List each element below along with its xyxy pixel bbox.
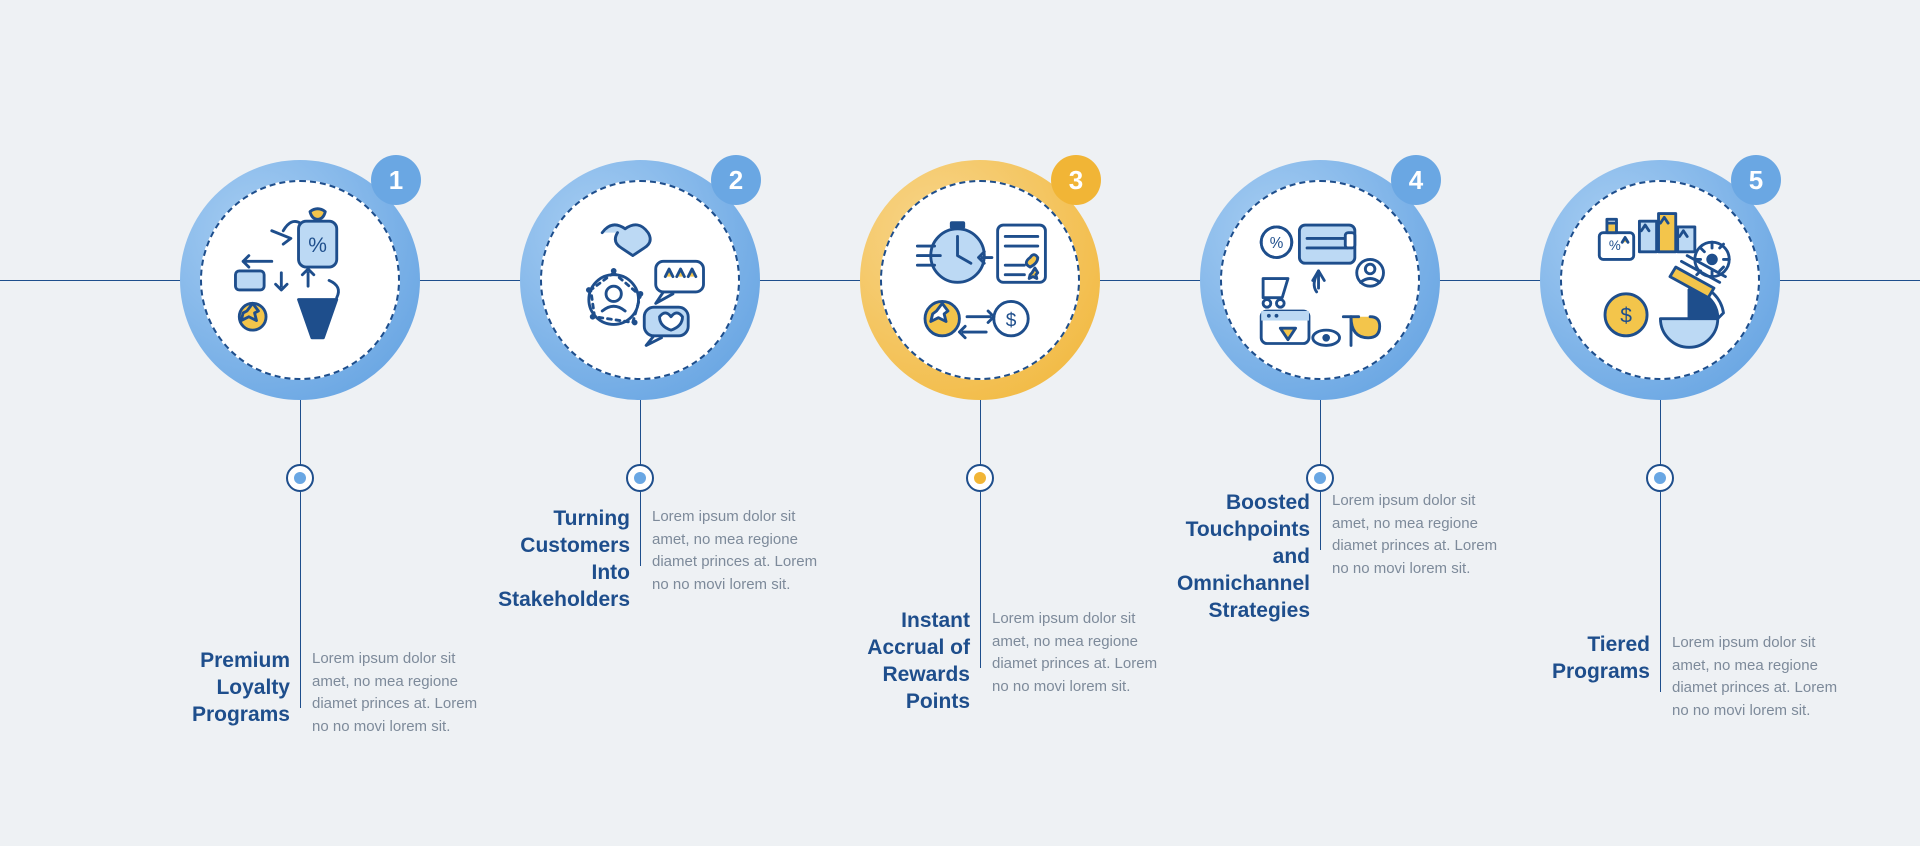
step-title-1: Premium Loyalty Programs — [140, 648, 290, 738]
step-body-4: Lorem ipsum dolor sit amet, no mea regio… — [1332, 490, 1500, 624]
connector-dot-1 — [286, 464, 314, 492]
step-text-4: Boosted Touchpoints and Omnichannel Stra… — [1160, 490, 1500, 624]
svg-text:%: % — [308, 233, 327, 256]
step-text-1: Premium Loyalty ProgramsLorem ipsum dolo… — [140, 648, 480, 738]
svg-text:%: % — [1269, 235, 1283, 252]
step-inner-1: % — [200, 180, 400, 380]
connector-dot-3 — [966, 464, 994, 492]
step-title-3: Instant Accrual of Rewards Points — [820, 608, 970, 716]
connector-dot-4 — [1306, 464, 1334, 492]
step-body-1: Lorem ipsum dolor sit amet, no mea regio… — [312, 648, 480, 738]
connector-dot-2 — [626, 464, 654, 492]
step-inner-5: % $ — [1560, 180, 1760, 380]
svg-text:$: $ — [1620, 304, 1632, 327]
step-body-2: Lorem ipsum dolor sit amet, no mea regio… — [652, 506, 820, 614]
step-text-2: Turning Customers Into StakeholdersLorem… — [480, 506, 820, 614]
step-title-4: Boosted Touchpoints and Omnichannel Stra… — [1160, 490, 1310, 624]
step-text-5: Tiered ProgramsLorem ipsum dolor sit ame… — [1500, 632, 1840, 722]
stakeholders-icon — [564, 204, 717, 357]
connector-dot-5 — [1646, 464, 1674, 492]
connector-dot-inner-5 — [1654, 472, 1666, 484]
step-inner-3: $ — [880, 180, 1080, 380]
step-inner-4: % — [1220, 180, 1420, 380]
step-body-3: Lorem ipsum dolor sit amet, no mea regio… — [992, 608, 1160, 716]
rewards-icon: $ — [904, 204, 1057, 357]
step-number-badge-1: 1 — [371, 155, 421, 205]
svg-text:$: $ — [1005, 310, 1016, 331]
tiered-icon: % $ — [1584, 204, 1737, 357]
omnichannel-icon: % — [1244, 204, 1397, 357]
connector-dot-inner-4 — [1314, 472, 1326, 484]
step-text-3: Instant Accrual of Rewards PointsLorem i… — [820, 608, 1160, 716]
step-number-badge-2: 2 — [711, 155, 761, 205]
connector-dot-inner-2 — [634, 472, 646, 484]
step-body-5: Lorem ipsum dolor sit amet, no mea regio… — [1672, 632, 1840, 722]
loyalty-icon: % — [224, 204, 377, 357]
infographic-root: % 1Premium Loyalty ProgramsLorem ipsum d… — [0, 0, 1920, 846]
connector-dot-inner-1 — [294, 472, 306, 484]
step-number-badge-4: 4 — [1391, 155, 1441, 205]
connector-dot-inner-3 — [974, 472, 986, 484]
step-title-5: Tiered Programs — [1500, 632, 1650, 722]
svg-text:%: % — [1608, 237, 1620, 252]
step-inner-2 — [540, 180, 740, 380]
step-number-badge-3: 3 — [1051, 155, 1101, 205]
step-number-badge-5: 5 — [1731, 155, 1781, 205]
step-title-2: Turning Customers Into Stakeholders — [480, 506, 630, 614]
